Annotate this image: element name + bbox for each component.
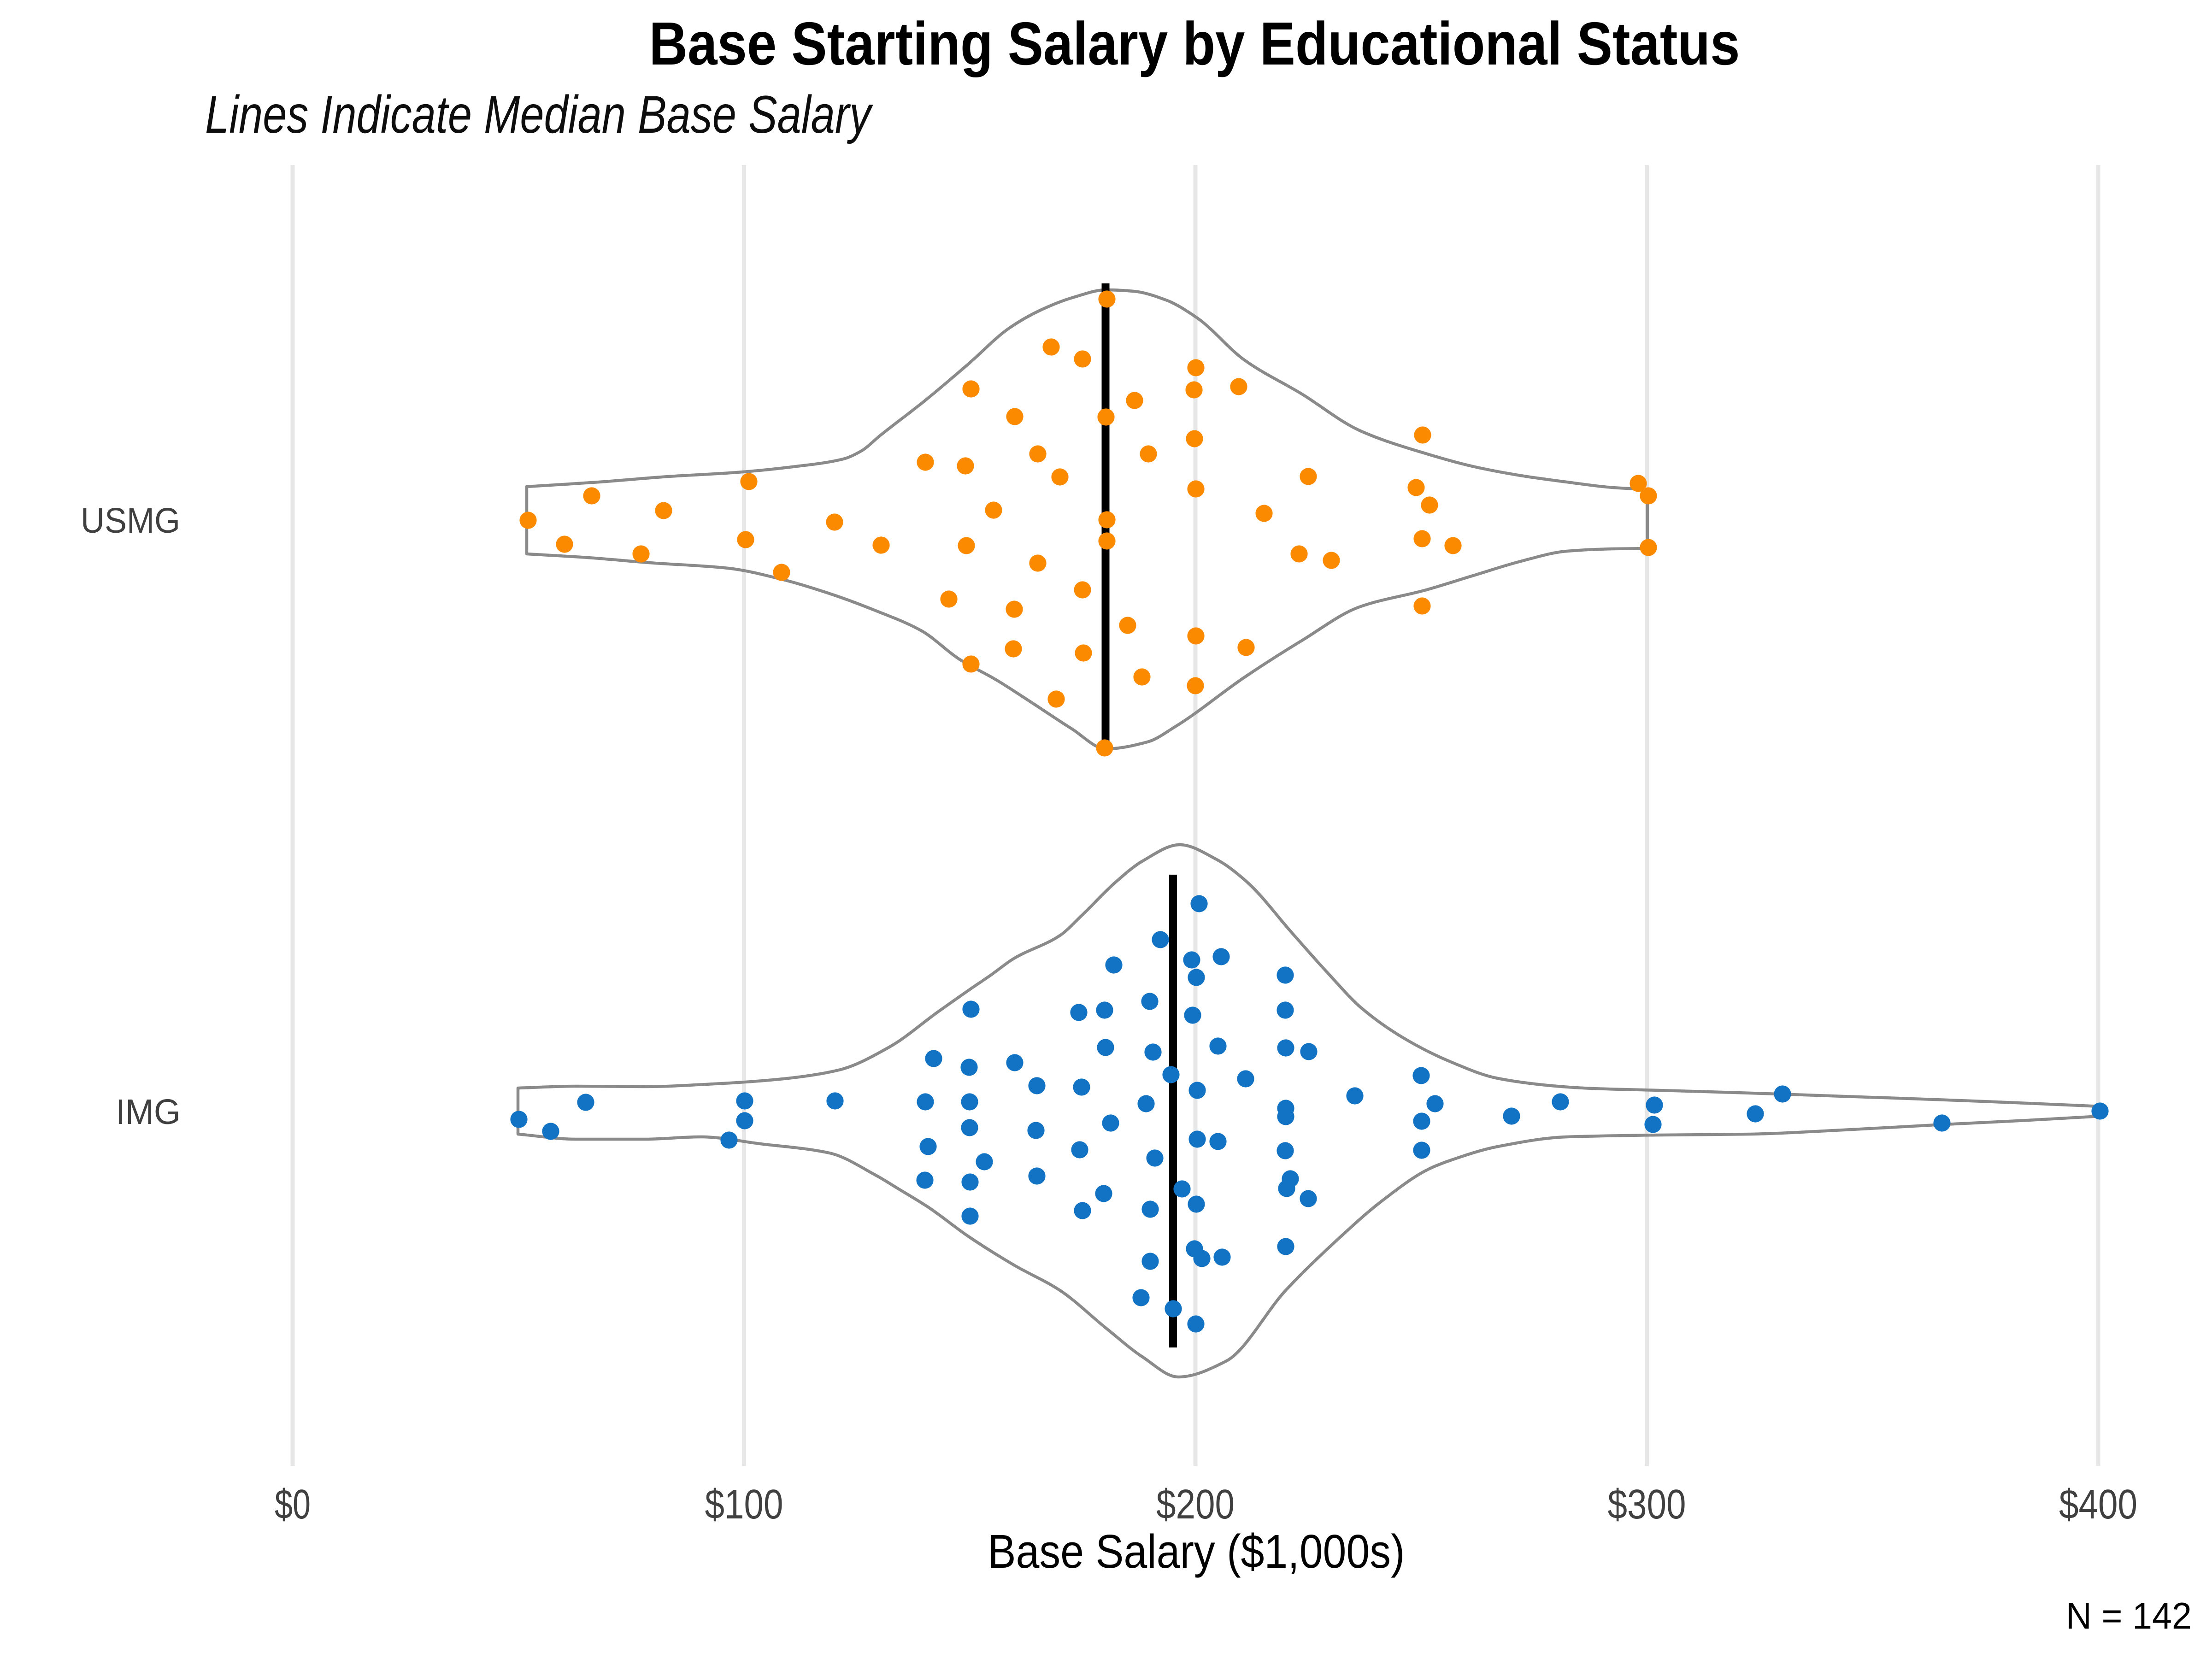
svg-text:$400: $400 xyxy=(2059,1482,2137,1528)
svg-text:N = 142: N = 142 xyxy=(2066,1595,2192,1637)
svg-text:$300: $300 xyxy=(1608,1482,1686,1528)
svg-text:$0: $0 xyxy=(275,1482,311,1528)
svg-text:$100: $100 xyxy=(705,1482,783,1528)
svg-text:$200: $200 xyxy=(1156,1482,1235,1528)
svg-text:Base Starting Salary by Educat: Base Starting Salary by Educational Stat… xyxy=(649,10,1740,77)
svg-text:USMG: USMG xyxy=(81,501,180,541)
svg-text:IMG: IMG xyxy=(116,1092,181,1132)
svg-text:Base Salary ($1,000s): Base Salary ($1,000s) xyxy=(988,1525,1405,1578)
svg-text:Lines Indicate Median Base Sal: Lines Indicate Median Base Salary xyxy=(205,85,873,144)
